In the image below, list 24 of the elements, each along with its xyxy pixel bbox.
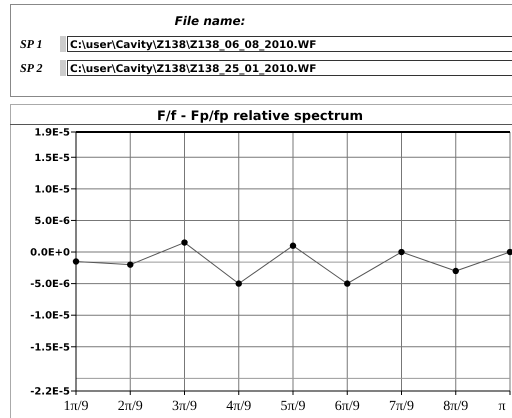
x-tick-label: 3π/9 bbox=[172, 399, 197, 414]
text: C:\user\Cavity\Z138\Z138_06_08_2010.WF bbox=[70, 39, 316, 51]
x-tick-label: 7π/9 bbox=[389, 399, 414, 414]
y-tick-label: -5.0E-6 bbox=[30, 279, 70, 290]
y-tick-label: 0.0E+0 bbox=[30, 248, 70, 259]
text: SP 2 bbox=[20, 61, 43, 75]
y-tick-label: -1.5E-5 bbox=[30, 342, 70, 354]
x-tick-label: 4π/9 bbox=[226, 399, 252, 414]
x-tick-label: 6π/9 bbox=[334, 399, 360, 414]
y-tick-label: 1.9E-5 bbox=[34, 128, 70, 138]
y-tick-label: 5.0E-6 bbox=[34, 216, 70, 227]
text: File name: bbox=[174, 14, 246, 28]
x-tick-label: 2π/9 bbox=[118, 399, 143, 414]
text: SP 1 bbox=[20, 37, 43, 51]
y-tick-label: 1.0E-5 bbox=[34, 184, 70, 196]
x-tick-label: 8π/9 bbox=[443, 399, 468, 414]
y-tick-label: -2.2E-5 bbox=[30, 386, 70, 398]
text: C:\user\Cavity\Z138\Z138_25_01_2010.WF bbox=[70, 63, 316, 75]
x-tick-label: 5π/9 bbox=[280, 399, 306, 414]
x-tick-label: π bbox=[498, 399, 506, 414]
y-tick-label: 1.5E-5 bbox=[34, 152, 70, 164]
x-tick-label: 1π/9 bbox=[64, 399, 88, 414]
chart-title: F/f - Fp/fp relative spectrum bbox=[156, 109, 364, 124]
y-tick-label: -1.0E-5 bbox=[30, 310, 70, 322]
